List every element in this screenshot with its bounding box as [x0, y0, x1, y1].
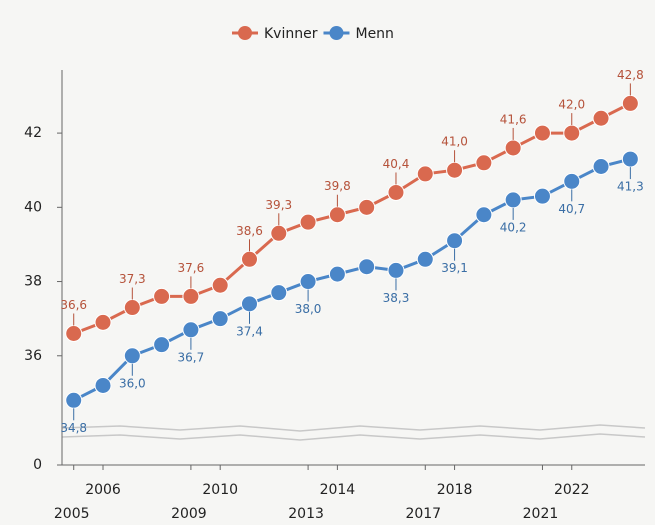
point [563, 172, 581, 190]
point [387, 183, 405, 201]
point [153, 287, 171, 305]
value-label: 40,7 [558, 202, 585, 216]
legend-label: Menn [355, 26, 393, 42]
point [211, 276, 229, 294]
value-label: 37,3 [119, 272, 146, 286]
x-tick-label: 2009 [171, 506, 207, 522]
x-tick-label: 2013 [288, 506, 324, 522]
value-label: 36,0 [119, 376, 146, 390]
value-label: 41,3 [617, 180, 644, 194]
point [270, 284, 288, 302]
point [533, 187, 551, 205]
point [621, 94, 639, 112]
point [504, 191, 522, 209]
value-label: 39,8 [324, 179, 351, 193]
point [475, 154, 493, 172]
legend-marker [238, 26, 252, 40]
value-label: 40,2 [500, 220, 527, 234]
x-tick-label: 2010 [202, 482, 238, 498]
point [182, 321, 200, 339]
point [211, 310, 229, 328]
point [299, 273, 317, 291]
point [358, 198, 376, 216]
x-tick-label: 2018 [437, 482, 473, 498]
x-tick-label: 2021 [523, 506, 559, 522]
value-label: 38,6 [236, 224, 263, 238]
value-label: 36,6 [60, 298, 87, 312]
value-label: 40,4 [383, 157, 410, 171]
point [533, 124, 551, 142]
x-tick-label: 2022 [554, 482, 590, 498]
value-label: 36,7 [178, 350, 205, 364]
point [592, 157, 610, 175]
point [387, 261, 405, 279]
value-label: 38,3 [383, 291, 410, 305]
y-tick-label: 42 [24, 125, 42, 141]
value-label: 41,0 [441, 135, 468, 149]
value-label: 41,6 [500, 112, 527, 126]
value-label: 39,3 [265, 198, 292, 212]
point [65, 391, 83, 409]
legend-marker [329, 26, 344, 40]
value-label: 38,0 [295, 302, 322, 316]
point [94, 376, 112, 394]
value-label: 37,4 [236, 324, 263, 338]
y-tick-label: 38 [24, 274, 42, 290]
point [65, 325, 83, 343]
point [94, 313, 112, 331]
point [504, 139, 522, 157]
x-tick-label: 2014 [320, 482, 356, 498]
value-label: 37,6 [178, 261, 205, 275]
point [416, 165, 434, 183]
point [563, 124, 581, 142]
value-label: 42,8 [617, 68, 644, 82]
value-label: 34,8 [60, 421, 87, 435]
x-tick-label: 2006 [85, 482, 121, 498]
point [182, 287, 200, 305]
legend-label: Kvinner [264, 26, 318, 42]
value-label: 39,1 [441, 261, 468, 275]
point [446, 232, 464, 250]
point [240, 295, 258, 313]
x-tick-label: 2005 [54, 506, 90, 522]
y-tick-label: 0 [33, 457, 42, 473]
x-tick-label: 2017 [405, 506, 441, 522]
point [446, 161, 464, 179]
point [358, 258, 376, 276]
point [475, 206, 493, 224]
point [123, 347, 141, 365]
y-tick-label: 40 [24, 199, 42, 215]
point [328, 265, 346, 283]
point [270, 224, 288, 242]
point [416, 250, 434, 268]
point [123, 299, 141, 317]
point [299, 213, 317, 231]
point [621, 150, 639, 168]
point [328, 206, 346, 224]
value-label: 42,0 [558, 98, 585, 112]
point [153, 336, 171, 354]
point [592, 109, 610, 127]
axis-break [61, 424, 646, 441]
y-tick-label: 36 [24, 348, 42, 364]
point [240, 250, 258, 268]
